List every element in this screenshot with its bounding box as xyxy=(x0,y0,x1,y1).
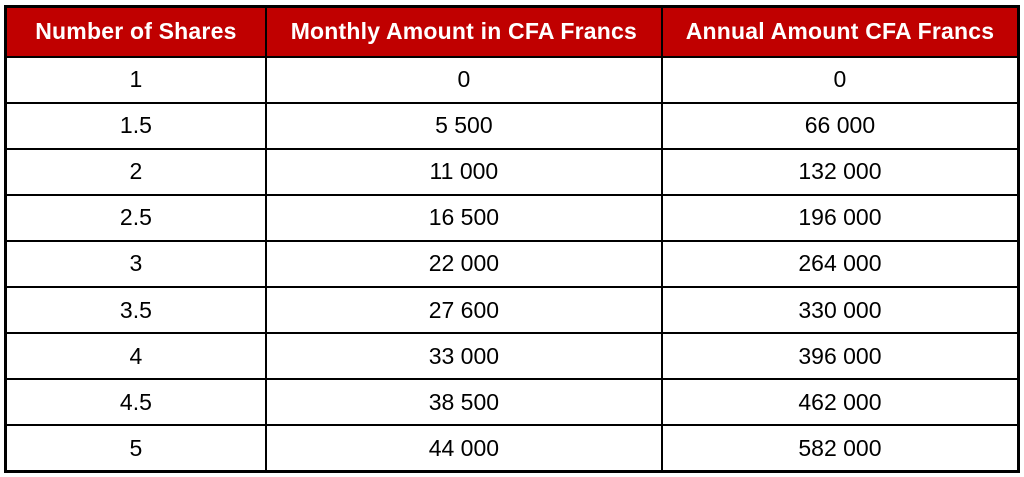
cell-annual: 0 xyxy=(660,55,1020,104)
cell-annual: 396 000 xyxy=(660,332,1020,381)
table-row: 1.5 5 500 66 000 xyxy=(4,101,1020,150)
header-cell-monthly-amount: Monthly Amount in CFA Francs xyxy=(264,5,663,58)
shares-amount-table: Number of Shares Monthly Amount in CFA F… xyxy=(4,5,1020,473)
table-row: 4 33 000 396 000 xyxy=(4,332,1020,381)
cell-shares: 2 xyxy=(4,147,267,196)
cell-annual: 66 000 xyxy=(660,101,1020,150)
table-row: 3 22 000 264 000 xyxy=(4,239,1020,289)
table-row: 4.5 38 500 462 000 xyxy=(4,378,1020,427)
cell-monthly: 22 000 xyxy=(264,239,663,289)
header-cell-number-of-shares: Number of Shares xyxy=(4,5,267,58)
cell-shares: 2.5 xyxy=(4,193,267,242)
cell-annual: 196 000 xyxy=(660,193,1020,242)
cell-annual: 132 000 xyxy=(660,147,1020,196)
cell-shares: 4 xyxy=(4,332,267,381)
cell-monthly: 5 500 xyxy=(264,101,663,150)
header-cell-annual-amount: Annual Amount CFA Francs xyxy=(660,5,1020,58)
cell-monthly: 38 500 xyxy=(264,378,663,427)
cell-shares: 3.5 xyxy=(4,286,267,335)
table-row: 1 0 0 xyxy=(4,55,1020,104)
cell-annual: 264 000 xyxy=(660,239,1020,289)
cell-shares: 3 xyxy=(4,239,267,289)
cell-annual: 582 000 xyxy=(660,424,1020,473)
cell-shares: 1 xyxy=(4,55,267,104)
cell-monthly: 33 000 xyxy=(264,332,663,381)
table-row: 3.5 27 600 330 000 xyxy=(4,286,1020,335)
cell-annual: 462 000 xyxy=(660,378,1020,427)
table-row: 2.5 16 500 196 000 xyxy=(4,193,1020,242)
cell-annual: 330 000 xyxy=(660,286,1020,335)
cell-shares: 5 xyxy=(4,424,267,473)
cell-shares: 1.5 xyxy=(4,101,267,150)
table-row: 5 44 000 582 000 xyxy=(4,424,1020,473)
cell-monthly: 27 600 xyxy=(264,286,663,335)
cell-monthly: 0 xyxy=(264,55,663,104)
cell-monthly: 44 000 xyxy=(264,424,663,473)
cell-monthly: 11 000 xyxy=(264,147,663,196)
table-row: 2 11 000 132 000 xyxy=(4,147,1020,196)
cell-shares: 4.5 xyxy=(4,378,267,427)
table-header-row: Number of Shares Monthly Amount in CFA F… xyxy=(4,5,1020,58)
cell-monthly: 16 500 xyxy=(264,193,663,242)
